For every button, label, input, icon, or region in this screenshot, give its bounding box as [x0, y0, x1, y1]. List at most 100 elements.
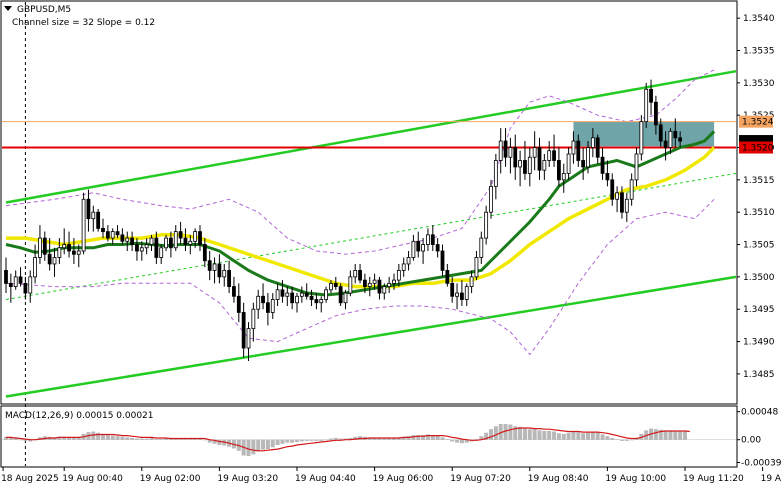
- candle-body: [576, 140, 581, 161]
- candle: [523, 141, 527, 180]
- price-tick-label: 1.3540: [743, 14, 775, 24]
- candle-body: [455, 292, 459, 297]
- candle-body: [232, 286, 236, 297]
- candle: [620, 186, 624, 219]
- macd-histogram-bar: [328, 438, 333, 440]
- macd-histogram-bar: [71, 437, 76, 440]
- candle: [154, 231, 159, 264]
- macd-histogram-bar: [435, 435, 440, 440]
- candle: [149, 234, 154, 252]
- candle: [115, 225, 120, 239]
- macd-histogram-bar: [96, 432, 101, 440]
- candle: [227, 260, 232, 294]
- candle: [464, 283, 469, 306]
- macd-histogram-bar: [144, 438, 149, 440]
- candle: [42, 231, 47, 261]
- macd-histogram-bar: [493, 426, 498, 440]
- candle-body: [28, 276, 33, 294]
- macd-histogram-bar: [120, 436, 125, 440]
- candle: [139, 241, 144, 261]
- time-tick-label: 19 Aug 11:20: [683, 474, 744, 484]
- candle: [513, 134, 518, 180]
- candle-body: [241, 312, 246, 349]
- time-tick-label: 19 Aug 10:00: [605, 474, 666, 484]
- candle: [518, 150, 522, 187]
- candle: [159, 244, 164, 264]
- candle-body: [450, 282, 455, 297]
- candle-body: [396, 270, 401, 281]
- candle: [658, 118, 663, 148]
- candle-body: [304, 292, 309, 297]
- macd-histogram-bar: [299, 439, 304, 442]
- time-tick-label: 19 Aug 12:40: [761, 474, 781, 484]
- candle: [654, 95, 658, 135]
- candle: [557, 147, 561, 187]
- macd-histogram-bar: [556, 433, 561, 440]
- time-tick-label: 19 Aug 08:40: [528, 474, 589, 484]
- candle-body: [566, 153, 571, 174]
- macd-histogram-bar: [522, 428, 527, 440]
- candle: [33, 244, 37, 284]
- candle: [605, 160, 610, 187]
- macd-histogram-bar: [377, 437, 382, 440]
- macd-histogram-bar: [673, 430, 678, 440]
- candle: [634, 147, 639, 187]
- macd-histogram-bar: [615, 439, 620, 440]
- candle-body: [101, 227, 105, 233]
- candle-body: [401, 263, 406, 271]
- candle-body: [33, 257, 37, 278]
- candle: [421, 238, 426, 264]
- collapse-triangle-icon[interactable]: [4, 6, 12, 11]
- candle-body: [285, 292, 290, 297]
- time-tick-label: 19 Aug 07:20: [450, 474, 511, 484]
- macd-histogram-bar: [566, 432, 571, 440]
- macd-histogram-bar: [571, 431, 576, 440]
- macd-histogram-bar: [590, 431, 595, 440]
- macd-histogram-bar: [629, 439, 634, 441]
- candle: [644, 82, 649, 129]
- candle: [120, 228, 125, 245]
- macd-tick-label: -0.00039: [741, 458, 781, 468]
- candle: [324, 286, 329, 303]
- candle: [91, 205, 96, 232]
- macd-histogram-bar: [101, 433, 105, 440]
- candle: [23, 276, 28, 300]
- macd-histogram-bar: [474, 439, 479, 440]
- candle: [251, 302, 256, 342]
- candle-body: [610, 179, 615, 200]
- candle-body: [382, 286, 387, 294]
- candle: [275, 283, 280, 306]
- candle-body: [513, 147, 518, 168]
- candle-body: [362, 279, 367, 287]
- macd-histogram-bar: [130, 437, 135, 440]
- price-tag-1-3524-box: [739, 115, 773, 128]
- candle-body: [430, 234, 435, 245]
- candle-body: [110, 231, 115, 239]
- candle-body: [86, 198, 91, 220]
- candle: [469, 270, 474, 294]
- candle-body: [227, 270, 232, 287]
- candle: [358, 263, 362, 284]
- candle-body: [435, 244, 440, 252]
- macd-histogram-bar: [309, 439, 314, 441]
- candle: [178, 221, 183, 245]
- candle: [668, 128, 673, 154]
- macd-histogram-bar: [295, 439, 299, 443]
- candle: [474, 251, 479, 281]
- candle: [479, 231, 484, 264]
- macd-histogram-bar: [256, 439, 261, 452]
- macd-histogram-bar: [125, 437, 130, 440]
- price-tick-label: 1.3535: [743, 47, 775, 57]
- macd-tick-label: 0.00048: [741, 408, 778, 418]
- bollinger-layer: [5, 69, 715, 356]
- candle: [217, 254, 222, 284]
- macd-histogram-bar: [338, 438, 343, 440]
- macd-histogram-bar: [610, 437, 615, 440]
- macd-signal-line: [6, 427, 690, 452]
- candle: [164, 234, 168, 252]
- candle: [348, 270, 353, 297]
- macd-histogram-bar: [290, 439, 295, 443]
- candle: [561, 163, 566, 193]
- price-tick-label: 1.3500: [743, 273, 775, 283]
